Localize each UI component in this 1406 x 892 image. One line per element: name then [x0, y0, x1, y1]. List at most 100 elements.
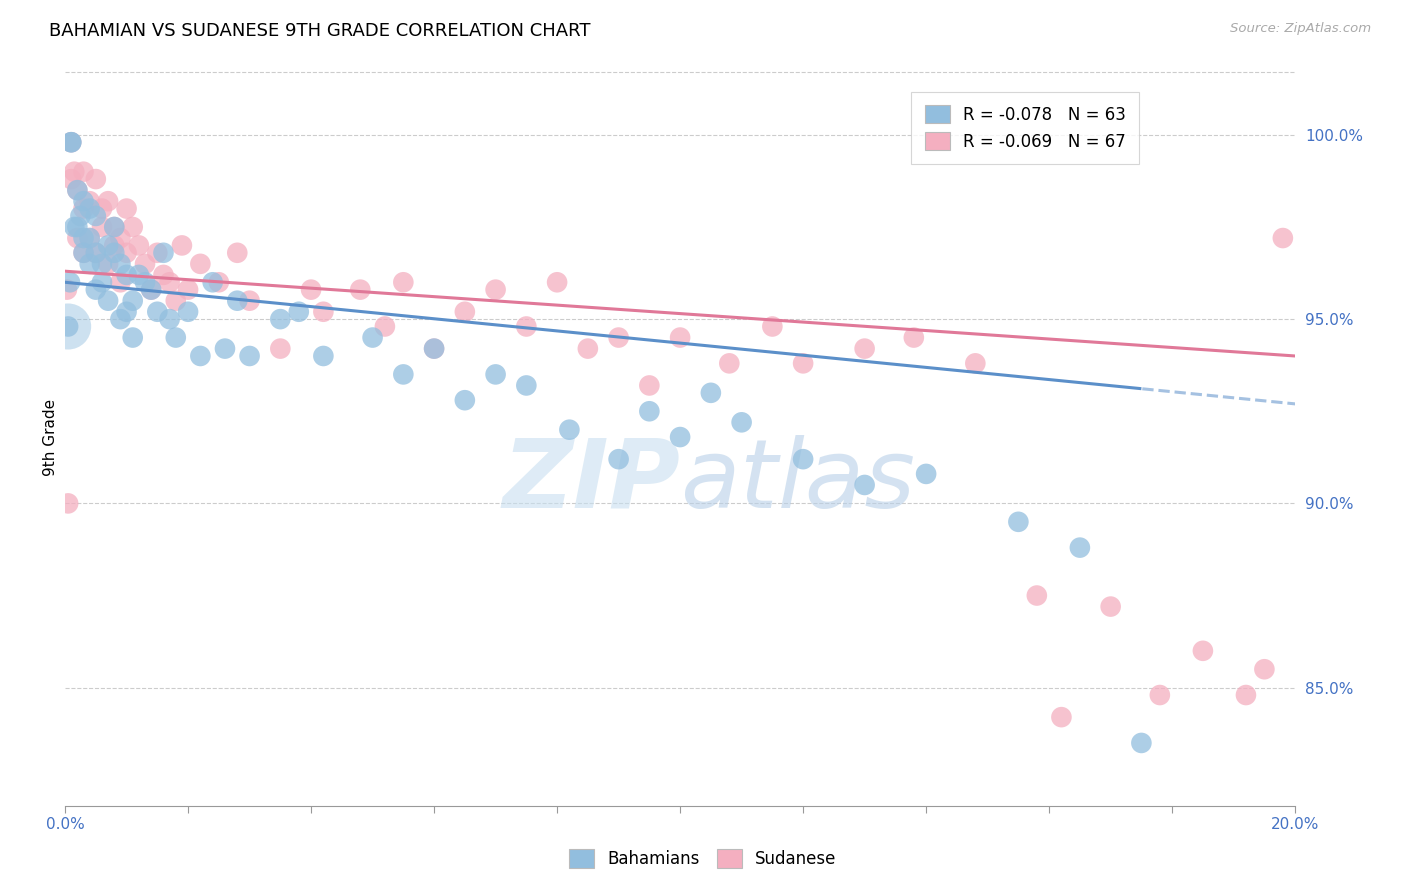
Point — [72, 194, 94, 209]
Point — [97, 293, 120, 308]
Point — [128, 238, 150, 252]
Point — [1130, 736, 1153, 750]
Point — [66, 183, 89, 197]
Point — [792, 452, 814, 467]
Point — [103, 238, 125, 252]
Point — [792, 356, 814, 370]
Point — [128, 268, 150, 282]
Point — [349, 283, 371, 297]
Point — [91, 202, 114, 216]
Point — [91, 219, 114, 234]
Point — [84, 245, 107, 260]
Point — [63, 165, 86, 179]
Point — [60, 135, 83, 149]
Point — [607, 452, 630, 467]
Point — [110, 231, 132, 245]
Legend: Bahamians, Sudanese: Bahamians, Sudanese — [562, 843, 844, 875]
Point — [56, 319, 79, 334]
Point — [1099, 599, 1122, 614]
Point — [1069, 541, 1091, 555]
Point — [134, 257, 156, 271]
Point — [79, 231, 101, 245]
Point — [484, 283, 506, 297]
Point — [84, 172, 107, 186]
Point — [312, 349, 335, 363]
Point — [903, 330, 925, 344]
Text: atlas: atlas — [681, 434, 915, 528]
Point — [208, 275, 231, 289]
Point — [392, 275, 415, 289]
Point — [915, 467, 938, 481]
Point — [60, 135, 83, 149]
Text: Source: ZipAtlas.com: Source: ZipAtlas.com — [1230, 22, 1371, 36]
Point — [669, 330, 692, 344]
Point — [454, 305, 477, 319]
Point — [97, 194, 120, 209]
Point — [72, 245, 94, 260]
Point — [239, 293, 262, 308]
Point — [103, 245, 125, 260]
Point — [103, 219, 125, 234]
Point — [1007, 515, 1029, 529]
Point — [79, 231, 101, 245]
Point — [730, 415, 752, 429]
Point — [638, 378, 661, 392]
Point — [141, 283, 163, 297]
Point — [214, 342, 236, 356]
Point — [84, 283, 107, 297]
Text: BAHAMIAN VS SUDANESE 9TH GRADE CORRELATION CHART: BAHAMIAN VS SUDANESE 9TH GRADE CORRELATI… — [49, 22, 591, 40]
Point — [484, 368, 506, 382]
Point — [515, 319, 537, 334]
Point — [853, 342, 876, 356]
Point — [1050, 710, 1073, 724]
Point — [115, 202, 138, 216]
Text: ZIP: ZIP — [502, 434, 681, 528]
Point — [853, 478, 876, 492]
Point — [576, 342, 599, 356]
Point — [56, 283, 79, 297]
Point — [60, 135, 83, 149]
Point — [115, 245, 138, 260]
Point — [165, 330, 187, 344]
Point — [1192, 644, 1215, 658]
Point — [761, 319, 783, 334]
Point — [72, 245, 94, 260]
Point — [152, 245, 174, 260]
Point — [226, 245, 249, 260]
Point — [121, 293, 143, 308]
Point — [63, 219, 86, 234]
Point — [72, 202, 94, 216]
Point — [60, 172, 83, 186]
Point — [141, 283, 163, 297]
Point — [91, 257, 114, 271]
Point — [1149, 688, 1171, 702]
Point — [423, 342, 446, 356]
Point — [607, 330, 630, 344]
Point — [170, 238, 193, 252]
Point — [79, 202, 101, 216]
Point — [110, 275, 132, 289]
Point — [269, 342, 291, 356]
Point — [110, 312, 132, 326]
Point — [454, 393, 477, 408]
Point — [84, 245, 107, 260]
Point — [239, 349, 262, 363]
Point — [392, 368, 415, 382]
Point — [159, 275, 181, 289]
Point — [56, 496, 79, 510]
Point — [288, 305, 311, 319]
Point — [91, 275, 114, 289]
Point — [201, 275, 224, 289]
Point — [1234, 688, 1257, 702]
Point — [718, 356, 741, 370]
Point — [66, 231, 89, 245]
Point — [190, 257, 212, 271]
Point — [121, 330, 143, 344]
Y-axis label: 9th Grade: 9th Grade — [44, 399, 58, 475]
Point — [56, 319, 79, 334]
Point — [1025, 589, 1047, 603]
Point — [177, 283, 200, 297]
Point — [152, 268, 174, 282]
Point — [669, 430, 692, 444]
Point — [312, 305, 335, 319]
